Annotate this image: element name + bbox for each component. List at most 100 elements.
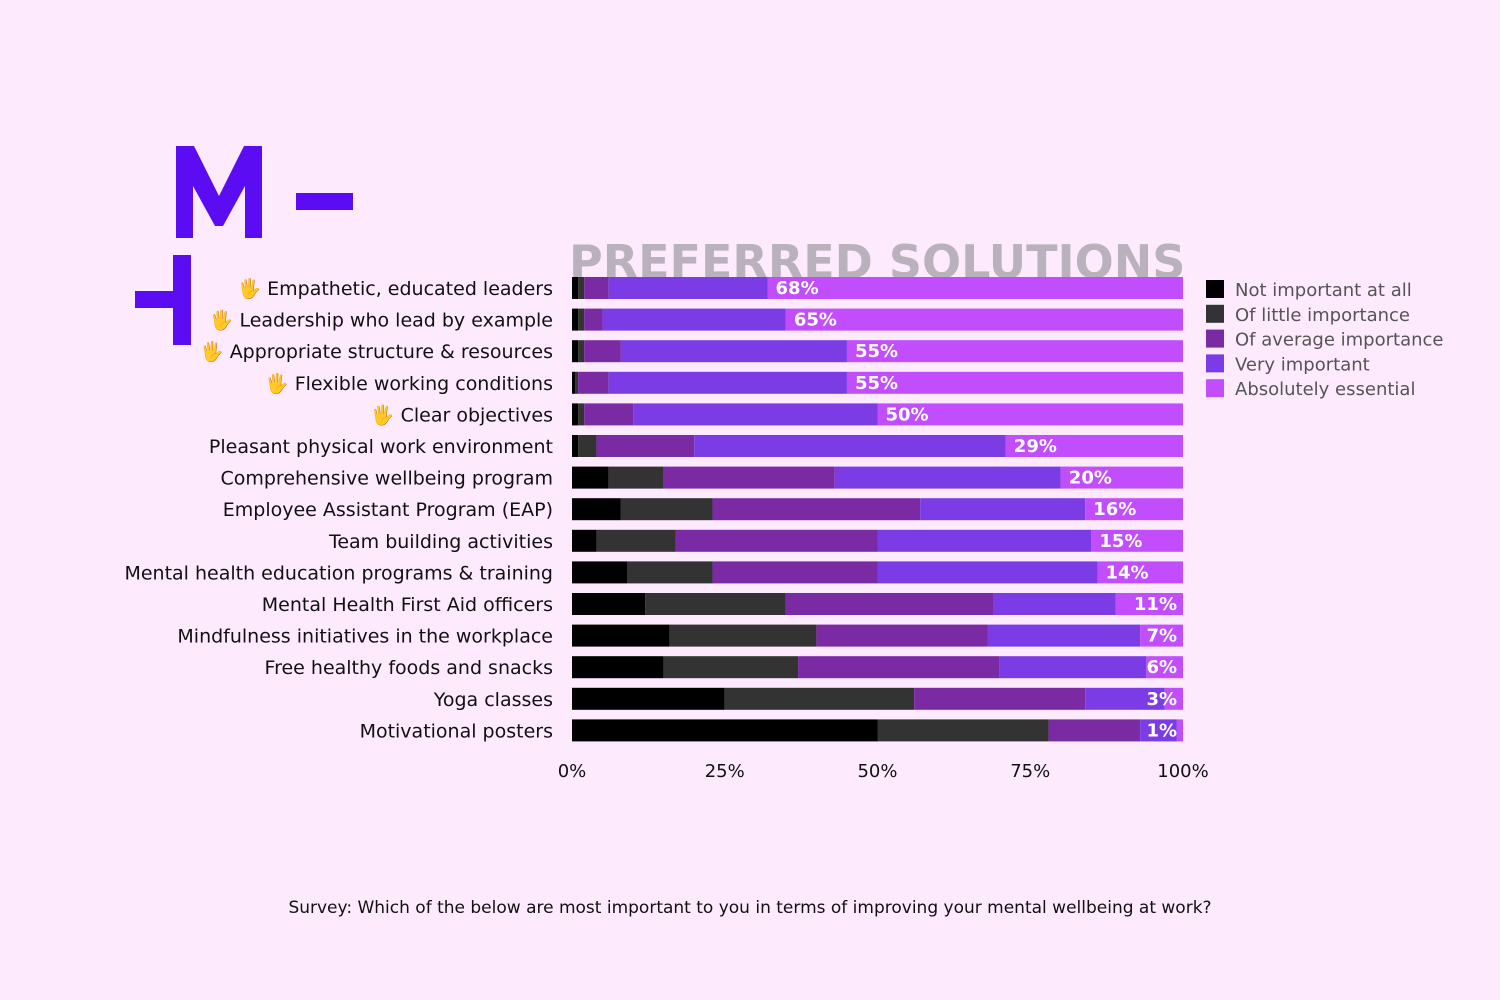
- bar-row: 16%: [572, 498, 1183, 521]
- legend-label: Of little importance: [1235, 305, 1410, 326]
- category-label: Employee Assistant Program (EAP): [223, 499, 553, 521]
- legend-swatch: [1206, 354, 1224, 373]
- bar-segment: [877, 561, 1098, 584]
- bar-row: 3%: [572, 687, 1183, 710]
- bar-segment: [1140, 719, 1177, 742]
- category-label: 🖐 Leadership who lead by example: [210, 309, 553, 333]
- bar-segment: [1146, 656, 1183, 679]
- bar-segment: [1060, 466, 1183, 489]
- bar-segment: [572, 340, 579, 363]
- bar-segment: [987, 624, 1141, 647]
- bars-layer: 68% 65% 55% 55% 50% 29% 20% 16% 15% 14% 11% 7% 6% 3% 1…: [572, 277, 1183, 742]
- bar-segment: [572, 593, 646, 615]
- category-label-text: Free healthy foods and snacks: [265, 657, 553, 679]
- logo-letter-m: [176, 146, 262, 238]
- category-label-text: Leadership who lead by example: [239, 310, 553, 332]
- legend-label: Not important at all: [1235, 280, 1412, 301]
- category-label: 🖐 Flexible working conditions: [265, 372, 553, 396]
- x-tick-label: 50%: [857, 761, 897, 782]
- bar-row: 55%: [572, 371, 1183, 394]
- data-label: 29%: [1014, 436, 1057, 457]
- bar-segment: [712, 498, 921, 521]
- bar-segment: [572, 371, 576, 394]
- bar-segment: [1164, 687, 1183, 710]
- legend-label: Of average importance: [1235, 330, 1443, 351]
- category-label: 🖐 Empathetic, educated leaders: [237, 277, 553, 301]
- category-label-text: Clear objectives: [401, 404, 553, 426]
- bar-segment: [572, 687, 725, 710]
- category-label-text: Mental Health First Aid officers: [262, 594, 553, 616]
- bar-row: 29%: [572, 435, 1183, 457]
- bar-row: 20%: [572, 466, 1183, 489]
- bar-segment: [877, 529, 1092, 552]
- category-label: Pleasant physical work environment: [209, 436, 553, 458]
- category-label: Free healthy foods and snacks: [265, 657, 553, 679]
- bar-segment: [834, 466, 1061, 489]
- category-labels: 🖐 Empathetic, educated leaders 🖐 Leadersh…: [124, 277, 553, 742]
- x-axis-ticks: 0% 25% 50% 75% 100%: [558, 761, 1209, 782]
- legend-label: Very important: [1235, 354, 1370, 375]
- x-tick-label: 100%: [1157, 761, 1208, 782]
- category-label: Mindfulness initiatives in the workplace: [177, 626, 553, 648]
- bar-segment: [572, 435, 579, 457]
- raised-hand-icon: 🖐: [200, 340, 230, 364]
- raised-hand-icon: 🖐: [265, 372, 295, 396]
- bar-segment: [999, 656, 1147, 679]
- bar-segment: [785, 308, 1183, 331]
- bar-row: 55%: [572, 340, 1183, 363]
- legend-swatch: [1206, 280, 1224, 298]
- data-label: 68%: [776, 278, 819, 299]
- data-label: 65%: [794, 310, 837, 331]
- bar-segment: [1176, 719, 1183, 742]
- bar-segment: [712, 561, 878, 584]
- legend-item: Of average importance: [1206, 329, 1443, 351]
- category-label: Comprehensive wellbeing program: [220, 468, 553, 490]
- category-label-text: Appropriate structure & resources: [230, 341, 553, 363]
- raised-hand-icon: 🖐: [371, 403, 401, 427]
- category-label-text: Mindfulness initiatives in the workplace: [177, 626, 553, 648]
- bar-segment: [626, 561, 713, 584]
- bar-segment: [572, 466, 609, 489]
- x-tick-label: 75%: [1010, 761, 1050, 782]
- data-label: 7%: [1146, 626, 1177, 647]
- bar-segment: [620, 498, 713, 521]
- bar-segment: [572, 498, 621, 521]
- bar-row: 50%: [572, 403, 1183, 426]
- category-label-text: Comprehensive wellbeing program: [220, 468, 553, 490]
- legend-item: Very important: [1206, 354, 1370, 375]
- category-label-text: Motivational posters: [360, 720, 553, 742]
- bar-segment: [578, 340, 585, 363]
- bar-segment: [1097, 561, 1183, 584]
- bar-segment: [694, 435, 1006, 457]
- bar-segment: [846, 340, 1183, 363]
- category-label: 🖐 Appropriate structure & resources: [200, 340, 553, 364]
- legend-item: Of little importance: [1206, 304, 1410, 326]
- bar-segment: [877, 403, 1183, 426]
- category-label: Mental health education programs & train…: [124, 562, 553, 584]
- category-label: Team building activities: [328, 531, 553, 553]
- logo-tick: [135, 291, 175, 308]
- bar-segment: [608, 466, 664, 489]
- bar-segment: [846, 371, 1183, 394]
- brand-logo: [135, 146, 353, 345]
- bar-row: 6%: [572, 656, 1183, 679]
- data-label: 20%: [1069, 468, 1112, 489]
- bar-row: 11%: [572, 593, 1183, 615]
- bar-segment: [572, 529, 597, 552]
- bar-segment: [584, 340, 621, 363]
- x-tick-label: 0%: [558, 761, 587, 782]
- bar-segment: [877, 719, 1049, 742]
- data-label: 1%: [1146, 720, 1177, 741]
- bar-segment: [1048, 719, 1141, 742]
- category-label-text: Pleasant physical work environment: [209, 436, 553, 458]
- category-label: Motivational posters: [360, 720, 553, 742]
- legend-item: Not important at all: [1206, 280, 1412, 301]
- bar-segment: [596, 435, 695, 457]
- bar-segment: [724, 687, 915, 710]
- bar-segment: [663, 656, 799, 679]
- bar-row: 65%: [572, 308, 1183, 331]
- bar-segment: [1085, 687, 1165, 710]
- bar-segment: [578, 277, 585, 299]
